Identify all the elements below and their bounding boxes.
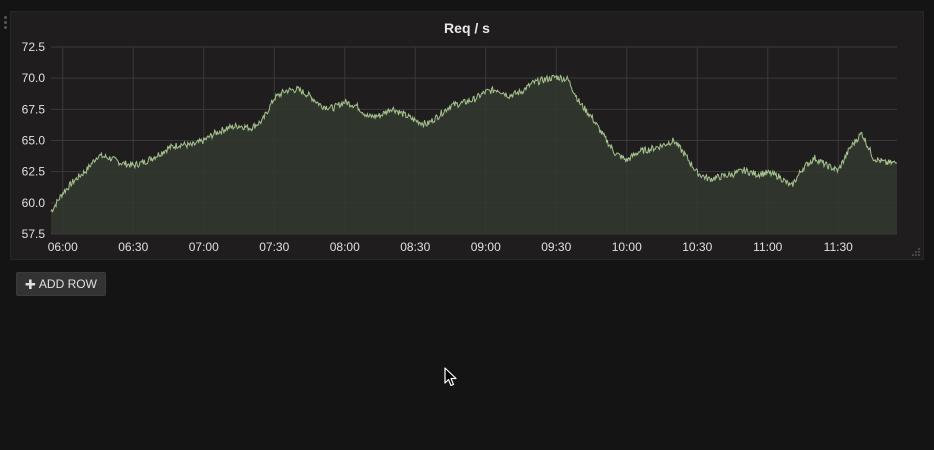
add-row-button[interactable]: ✚ ADD ROW <box>16 272 106 296</box>
y-tick-label: 67.5 <box>22 102 46 116</box>
y-tick-label: 62.5 <box>22 165 46 179</box>
req-per-second-chart: 57.5 60.0 62.5 65.0 67.5 70.0 72.5 06:00 06:30 07… <box>22 40 897 254</box>
x-tick-label: 08:00 <box>330 240 360 254</box>
resize-handle-icon[interactable] <box>911 247 921 257</box>
x-tick-label: 06:30 <box>118 240 148 254</box>
x-tick-label: 06:00 <box>48 240 78 254</box>
drag-handle-icon[interactable] <box>4 16 8 30</box>
plus-icon: ✚ <box>25 276 36 292</box>
panel-title[interactable]: Req / s <box>444 20 490 36</box>
series-area-fill <box>51 75 897 235</box>
x-tick-label: 08:30 <box>400 240 430 254</box>
y-tick-label: 72.5 <box>22 40 46 54</box>
x-tick-label: 11:00 <box>753 240 782 254</box>
series-line[interactable] <box>50 74 897 213</box>
x-tick-label: 09:30 <box>541 240 571 254</box>
y-tick-label: 57.5 <box>22 227 46 241</box>
x-tick-label: 11:30 <box>824 240 853 254</box>
y-tick-label: 60.0 <box>22 196 46 210</box>
add-row-label: ADD ROW <box>38 276 97 291</box>
x-tick-label: 10:30 <box>682 240 712 254</box>
graph-panel: Req / s 57.5 60.0 62.5 65.0 67.5 70.0 72.5 06:0… <box>4 11 924 260</box>
x-tick-label: 07:30 <box>259 240 289 254</box>
x-tick-label: 07:00 <box>189 240 219 254</box>
x-tick-label: 09:00 <box>471 240 501 254</box>
mouse-cursor-icon <box>444 367 457 387</box>
y-tick-label: 70.0 <box>22 71 46 85</box>
x-tick-label: 10:00 <box>612 240 642 254</box>
y-tick-label: 65.0 <box>22 134 46 148</box>
